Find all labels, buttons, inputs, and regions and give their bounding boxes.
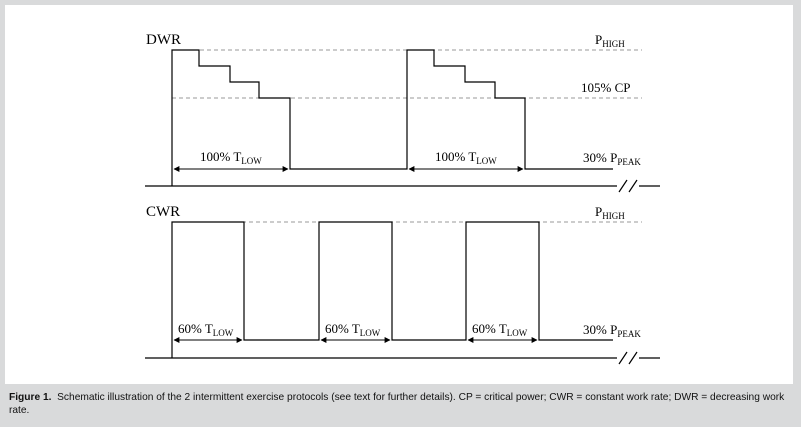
dwr-interval-label-2: 100% TLOW — [435, 149, 497, 166]
cwr-axis-break-1 — [618, 351, 628, 365]
dwr-waveform — [171, 49, 613, 186]
dwr-105cp-label: 105% CP — [581, 80, 630, 95]
caption-label: Figure 1. — [9, 392, 52, 403]
dwr-protocol-label: DWR — [146, 32, 181, 48]
dwr-ppeak-label: 30% PPEAK — [583, 150, 641, 167]
cwr-ppeak-label: 30% PPEAK — [583, 322, 641, 339]
figure-panel: DWR PHIGH 105% CP 30% PPEAK 100% TLOW 10… — [5, 5, 793, 384]
figure-caption: Figure 1. Schematic illustration of the … — [9, 392, 795, 417]
cwr-waveform — [171, 221, 613, 358]
dwr-panel: DWR PHIGH 105% CP 30% PPEAK 100% TLOW 10… — [145, 32, 660, 193]
caption-text: Schematic illustration of the 2 intermit… — [9, 392, 785, 416]
cwr-phigh-label: PHIGH — [595, 204, 625, 221]
cwr-interval-label-2: 60% TLOW — [325, 321, 381, 338]
dwr-axis-break-2 — [628, 179, 638, 193]
dwr-phigh-label: PHIGH — [595, 32, 625, 49]
cwr-panel: CWR PHIGH 30% PPEAK 60% TLOW 60% TLOW 60… — [145, 204, 660, 365]
cwr-axis-break-2 — [628, 351, 638, 365]
cwr-protocol-label: CWR — [146, 204, 180, 220]
dwr-interval-label-1: 100% TLOW — [200, 149, 262, 166]
cwr-interval-label-1: 60% TLOW — [178, 321, 234, 338]
cwr-interval-label-3: 60% TLOW — [472, 321, 528, 338]
dwr-axis-break-1 — [618, 179, 628, 193]
protocol-diagram: DWR PHIGH 105% CP 30% PPEAK 100% TLOW 10… — [145, 32, 660, 365]
